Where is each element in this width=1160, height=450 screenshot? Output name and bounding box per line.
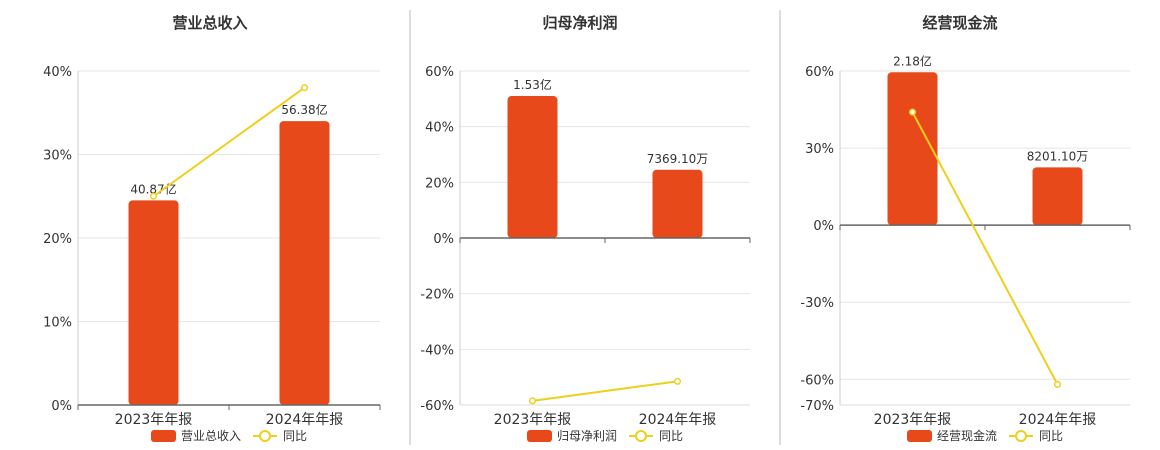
bar-data-label: 8201.10万 [1027, 149, 1089, 163]
y-tick-label: 60% [425, 65, 454, 80]
yoy-point [673, 377, 682, 385]
bar [1032, 167, 1083, 226]
bar-data-label: 2.18亿 [893, 53, 932, 68]
chart-panel-1: 营业总收入 0% 10% 20% 30% 40% 40.87亿 56.38亿 2023年年报 20… [43, 14, 381, 443]
y-tick-label: 40% [43, 65, 72, 80]
legend-line-marker [635, 430, 647, 442]
y-tick-label: 20% [43, 232, 72, 247]
y-tick-label: 0% [51, 399, 72, 414]
y-tick-label: -20% [420, 288, 454, 303]
chart-panel-3: 经营现金流 -70% -60% -30% 0% 30% 60% 2.18亿 8201.10万 20… [800, 14, 1131, 443]
yoy-point [149, 192, 158, 200]
legend-line-label: 同比 [659, 429, 683, 443]
yoy-point [1053, 380, 1062, 388]
y-tick-label: 30% [43, 149, 72, 164]
chart-title: 归母净利润 [542, 14, 617, 32]
y-tick-label: 40% [425, 121, 454, 136]
bar [279, 121, 330, 405]
yoy-point [528, 397, 537, 405]
bar-data-label: 40.87亿 [130, 181, 176, 196]
x-tick-label: 2024年年报 [639, 412, 717, 428]
y-tick-label: -60% [800, 373, 834, 388]
legend-bar-label: 归母净利润 [557, 429, 617, 443]
yoy-line [911, 111, 1059, 385]
y-tick-label: -70% [800, 399, 834, 414]
x-tick-label: 2024年年报 [1019, 412, 1097, 428]
y-tick-label: -60% [420, 399, 454, 414]
y-tick-label: 10% [43, 316, 72, 331]
bar-data-label: 56.38亿 [281, 102, 327, 117]
legend-bar-swatch [151, 430, 176, 442]
legend-bar-label: 经营现金流 [937, 428, 997, 443]
y-tick-label: -30% [800, 296, 834, 311]
yoy-line [532, 380, 678, 402]
legend-bar-swatch [907, 430, 932, 442]
legend-line-label: 同比 [1039, 429, 1063, 443]
bar [887, 72, 938, 226]
yoy-line [152, 86, 306, 198]
x-tick-label: 2024年年报 [266, 412, 344, 428]
yoy-point [908, 108, 917, 116]
bar [652, 169, 703, 238]
chart-panel-2: 归母净利润 -60% -40% -20% 0% 20% 40% 60% 1.53亿 7369.10… [420, 14, 751, 443]
y-tick-label: 0% [813, 219, 834, 234]
legend-line-label: 同比 [283, 429, 307, 443]
y-tick-label: -40% [420, 343, 454, 358]
chart-title: 经营现金流 [922, 14, 997, 32]
legend-bar-swatch [527, 430, 552, 442]
legend: 经营现金流 同比 [907, 428, 1063, 443]
y-tick-label: 20% [425, 176, 454, 191]
bar [507, 96, 558, 238]
y-tick-label: 30% [805, 142, 834, 157]
x-tick-label: 2023年年报 [874, 412, 952, 428]
chart-title: 营业总收入 [172, 14, 247, 32]
bar-data-label: 7369.10万 [647, 152, 709, 166]
legend-bar-label: 营业总收入 [181, 429, 241, 443]
y-tick-label: 60% [805, 65, 834, 80]
bar [128, 200, 179, 405]
legend: 营业总收入 同比 [151, 429, 307, 443]
legend: 归母净利润 同比 [527, 429, 683, 443]
x-tick-label: 2023年年报 [115, 412, 193, 428]
legend-line-marker [259, 430, 271, 442]
y-tick-label: 0% [433, 232, 454, 247]
x-tick-label: 2023年年报 [494, 412, 572, 428]
legend-line-marker [1015, 430, 1027, 442]
bar-data-label: 1.53亿 [513, 77, 552, 92]
yoy-point [300, 84, 309, 92]
